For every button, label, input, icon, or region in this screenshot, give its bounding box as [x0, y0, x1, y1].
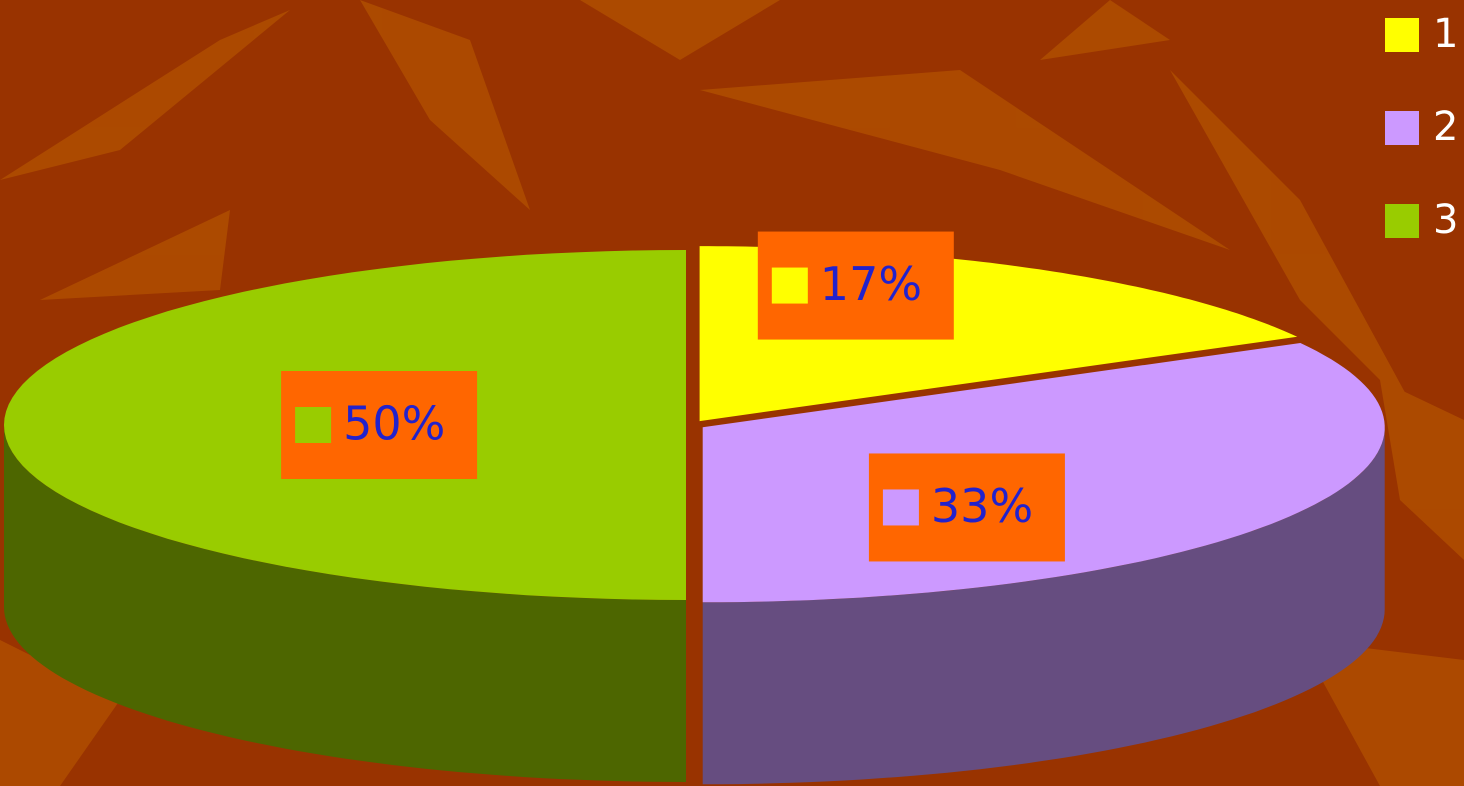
legend-swatch	[1385, 204, 1419, 238]
legend-swatch	[1385, 18, 1419, 52]
data-label: 50%	[343, 397, 445, 451]
data-label: 33%	[931, 479, 1033, 533]
label-key	[882, 489, 919, 526]
legend-swatch	[1385, 111, 1419, 145]
legend-label: 3	[1433, 197, 1458, 243]
slice-side	[702, 427, 1385, 785]
legend-label: 1	[1433, 11, 1458, 57]
data-labels: 17% 33% 50%	[281, 231, 1065, 562]
label-key	[295, 407, 332, 443]
data-label: 17%	[820, 257, 922, 311]
legend: 1 2 3	[1385, 11, 1458, 243]
label-key	[771, 267, 808, 304]
slice-side	[4, 425, 686, 782]
legend-label: 2	[1433, 104, 1458, 150]
